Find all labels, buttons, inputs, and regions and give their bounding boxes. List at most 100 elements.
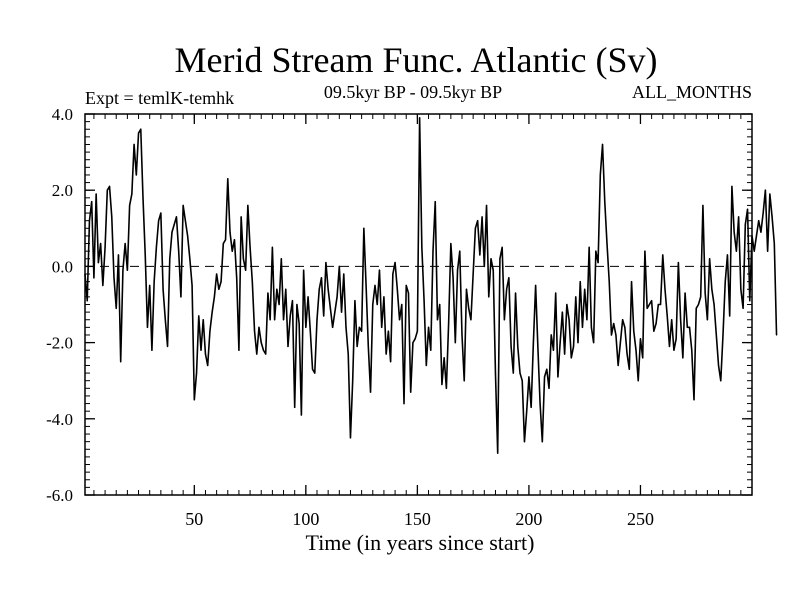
- x-tick-label: 50: [185, 509, 203, 529]
- data-point: [242, 258, 244, 260]
- x-tick-labels: 50 100 150 200 250: [185, 509, 654, 529]
- data-point: [434, 201, 436, 203]
- data-point: [492, 269, 494, 271]
- data-point: [595, 250, 597, 252]
- data-point: [126, 269, 128, 271]
- data-point: [300, 414, 302, 416]
- data-point: [108, 185, 111, 187]
- data-point: [267, 292, 269, 294]
- data-point: [303, 269, 305, 271]
- x-tick-label: 250: [627, 509, 654, 529]
- data-point: [122, 269, 124, 271]
- data-point: [680, 319, 682, 321]
- data-point: [610, 334, 613, 336]
- data-point: [166, 345, 169, 348]
- data-point: [421, 246, 423, 248]
- data-point: [137, 132, 140, 134]
- data-point: [144, 254, 146, 256]
- data-point: [133, 143, 135, 146]
- chart-subtitle: 09.5kyr BP - 09.5kyr BP: [324, 82, 502, 102]
- data-point: [282, 319, 285, 321]
- data-point: [334, 311, 336, 313]
- data-point: [709, 258, 711, 260]
- data-point: [608, 281, 610, 283]
- data-point: [240, 216, 242, 218]
- data-point: [637, 380, 639, 382]
- data-point: [227, 178, 229, 180]
- data-point: [427, 326, 430, 328]
- data-point: [88, 220, 91, 222]
- data-point: [762, 212, 764, 214]
- data-point: [715, 334, 717, 336]
- data-point: [439, 303, 441, 306]
- data-point: [579, 281, 581, 283]
- data-point: [483, 265, 485, 267]
- y-major-ticks: [85, 113, 752, 496]
- data-point: [372, 303, 374, 306]
- data-point: [659, 303, 662, 306]
- data-point: [361, 330, 363, 332]
- data-point: [298, 322, 300, 325]
- data-point: [343, 273, 345, 275]
- data-point: [256, 353, 258, 355]
- data-point: [430, 349, 432, 351]
- data-point: [414, 338, 416, 340]
- data-point: [773, 242, 775, 245]
- data-point: [151, 349, 153, 351]
- data-point: [412, 342, 414, 344]
- data-point: [767, 250, 769, 252]
- data-point: [269, 319, 271, 321]
- data-point: [675, 338, 677, 340]
- data-point: [713, 303, 715, 306]
- data-point: [305, 326, 307, 328]
- data-point: [717, 364, 720, 367]
- data-point: [639, 338, 642, 340]
- data-point: [396, 288, 398, 290]
- data-point: [425, 364, 427, 367]
- data-point: [514, 292, 517, 294]
- series-line: [84, 117, 778, 454]
- data-point: [731, 185, 733, 187]
- data-point: [697, 303, 700, 306]
- data-point: [224, 239, 227, 241]
- data-point: [733, 231, 735, 233]
- data-point: [231, 250, 233, 252]
- data-point: [383, 296, 385, 298]
- data-point: [195, 372, 198, 374]
- data-point: [198, 315, 200, 317]
- data-point: [211, 311, 213, 313]
- data-point: [314, 372, 316, 374]
- data-point: [688, 326, 691, 328]
- data-point: [358, 326, 360, 328]
- data-point: [318, 288, 320, 290]
- data-point: [209, 330, 211, 332]
- data-point: [588, 246, 590, 248]
- data-point: [474, 227, 476, 229]
- data-point: [307, 296, 309, 298]
- data-point: [291, 300, 294, 302]
- data-point: [677, 261, 679, 264]
- data-point: [285, 288, 287, 290]
- data-point: [149, 284, 151, 287]
- data-point: [662, 254, 664, 256]
- data-point: [746, 208, 749, 210]
- data-point: [581, 326, 584, 328]
- data-point: [501, 246, 503, 248]
- data-point: [651, 300, 653, 302]
- data-point: [702, 204, 704, 207]
- data-point: [648, 303, 650, 306]
- data-point: [456, 269, 459, 271]
- data-point: [490, 258, 492, 260]
- data-point: [245, 269, 247, 271]
- data-point: [129, 204, 131, 207]
- data-point: [294, 406, 296, 408]
- data-point: [481, 216, 483, 218]
- data-point: [740, 288, 742, 290]
- data-point: [115, 307, 117, 309]
- data-point: [566, 303, 568, 306]
- data-point: [626, 353, 628, 355]
- data-point: [684, 292, 686, 294]
- data-point: [753, 250, 755, 252]
- data-point: [392, 273, 394, 275]
